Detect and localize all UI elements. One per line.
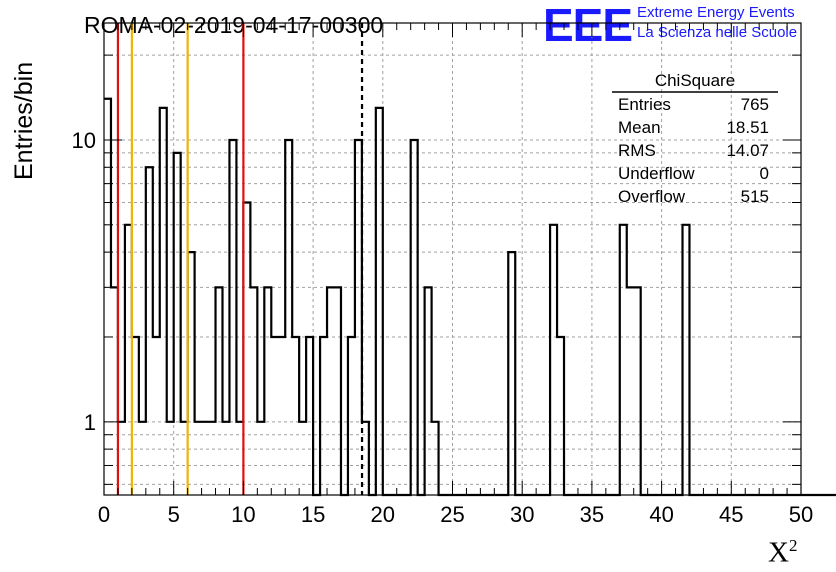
x-tick-label: 35	[580, 502, 604, 527]
logo-subtitle-2: La Scienza nelle Scuole	[637, 24, 798, 41]
x-tick-label: 15	[301, 502, 325, 527]
x-axis-title-base: X	[768, 536, 789, 569]
stats-row-value: 515	[741, 187, 769, 206]
eee-logo: EEE	[543, 0, 633, 51]
stats-row-label: Underflow	[618, 164, 695, 183]
x-tick-label: 40	[649, 502, 673, 527]
y-tick-label: 10	[72, 128, 96, 153]
stats-row-value: 14.07	[726, 141, 769, 160]
stats-row-label: Mean	[618, 118, 661, 137]
x-tick-label: 50	[789, 502, 813, 527]
stats-row-label: RMS	[618, 141, 656, 160]
x-tick-label: 30	[510, 502, 534, 527]
stats-box-title: ChiSquare	[655, 71, 735, 90]
x-tick-label: 5	[168, 502, 180, 527]
stats-row-value: 18.51	[726, 118, 769, 137]
stats-row-value: 0	[760, 164, 769, 183]
plot-title: ROMA-02-2019-04-17-00300	[84, 12, 384, 38]
x-tick-label: 10	[231, 502, 255, 527]
logo-subtitle-1: Extreme Energy Events	[637, 4, 795, 21]
x-tick-label: 0	[98, 502, 110, 527]
x-tick-label: 25	[440, 502, 464, 527]
stats-row-value: 765	[741, 95, 769, 114]
stats-row-label: Overflow	[618, 187, 686, 206]
x-tick-label: 20	[371, 502, 395, 527]
x-axis-title-superscript: 2	[788, 536, 798, 555]
stats-box: ChiSquare Entries 765 Mean 18.51 RMS 14.07 Unde…	[612, 71, 778, 206]
stats-row-label: Entries	[618, 95, 671, 114]
y-tick-label: 1	[84, 410, 96, 435]
x-tick-label: 45	[719, 502, 743, 527]
x-axis-title: X2	[768, 536, 797, 570]
